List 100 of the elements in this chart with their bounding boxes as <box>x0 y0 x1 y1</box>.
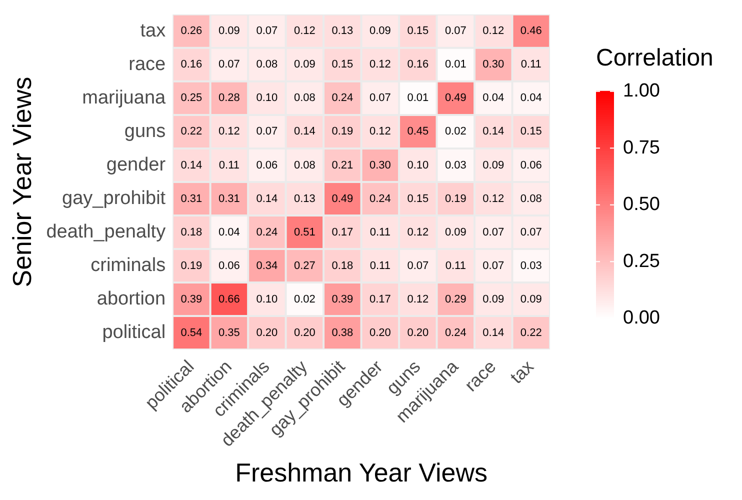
data-label: 0.07 <box>407 260 429 272</box>
data-label: 0.07 <box>482 260 504 272</box>
color-bar-label: 0.25 <box>623 250 660 272</box>
data-label: 0.08 <box>294 92 316 104</box>
data-label: 0.20 <box>369 326 391 339</box>
data-label: 0.54 <box>180 326 202 339</box>
data-label: 0.10 <box>407 159 429 172</box>
data-label: 0.49 <box>444 92 466 104</box>
y-tick-label: gay_prohibit <box>62 188 166 209</box>
data-label: 0.12 <box>482 192 504 205</box>
data-label: 0.38 <box>332 326 354 339</box>
color-bar-label: 0.00 <box>623 308 660 329</box>
data-label: 0.14 <box>482 326 504 339</box>
data-label: 0.10 <box>256 92 278 104</box>
data-label: 0.01 <box>407 92 429 104</box>
data-label: 0.09 <box>369 25 391 38</box>
data-label: 0.22 <box>520 326 542 339</box>
data-label: 0.20 <box>256 326 278 339</box>
data-label: 0.20 <box>294 326 316 339</box>
y-tick-label: marijuana <box>82 87 166 108</box>
y-tick-label: abortion <box>96 288 166 310</box>
data-label: 0.13 <box>294 192 316 205</box>
data-label: 0.09 <box>520 293 542 306</box>
data-label: 0.15 <box>520 126 542 138</box>
data-label: 0.09 <box>294 58 316 71</box>
data-label: 0.08 <box>520 192 542 205</box>
data-label: 0.19 <box>332 126 354 138</box>
data-label: 0.22 <box>180 126 202 138</box>
data-label: 0.06 <box>520 159 542 172</box>
data-label: 0.29 <box>444 293 466 306</box>
data-label: 0.11 <box>520 58 542 71</box>
data-label: 0.66 <box>218 293 240 306</box>
data-label: 0.07 <box>520 226 542 238</box>
x-tick-label: race <box>460 356 500 396</box>
data-label: 0.21 <box>332 159 354 172</box>
data-label: 0.04 <box>218 226 240 238</box>
data-label: 0.14 <box>180 159 202 172</box>
y-tick-label: political <box>102 322 166 344</box>
data-label: 0.31 <box>180 192 202 205</box>
data-label: 0.07 <box>369 92 391 104</box>
data-label: 0.16 <box>407 58 429 71</box>
data-label: 0.12 <box>407 226 429 238</box>
y-tick-label: death_penalty <box>46 221 166 242</box>
data-label: 0.06 <box>218 260 240 272</box>
data-label: 0.09 <box>482 159 504 172</box>
y-tick-label: race <box>128 54 166 75</box>
data-label: 0.49 <box>332 192 354 205</box>
data-label: 0.35 <box>218 326 240 339</box>
data-label: 0.34 <box>256 260 278 272</box>
data-label: 0.03 <box>444 159 466 172</box>
data-label: 0.12 <box>369 58 391 71</box>
data-label: 0.12 <box>218 126 240 138</box>
data-label: 0.07 <box>482 226 504 238</box>
data-label: 0.27 <box>294 260 316 272</box>
data-label: 0.07 <box>256 25 278 38</box>
color-bar-label: 0.75 <box>623 137 660 158</box>
data-label: 0.51 <box>294 226 316 238</box>
data-label: 0.11 <box>445 260 466 272</box>
data-label: 0.18 <box>332 260 354 272</box>
data-label: 0.30 <box>482 58 504 71</box>
data-label: 0.31 <box>218 192 240 205</box>
data-label: 0.15 <box>332 58 354 71</box>
data-label: 0.15 <box>407 192 429 205</box>
color-bar-label: 0.50 <box>623 194 660 216</box>
data-label: 0.24 <box>369 192 391 205</box>
data-label: 0.12 <box>482 25 504 38</box>
data-label: 0.01 <box>444 58 466 71</box>
data-label: 0.02 <box>294 293 316 306</box>
data-label: 0.03 <box>520 260 542 272</box>
data-label: 0.39 <box>180 293 202 306</box>
data-label: 0.18 <box>180 226 202 238</box>
color-bar-label: 1.00 <box>623 80 660 102</box>
data-label: 0.11 <box>218 159 240 172</box>
data-label: 0.30 <box>369 159 391 172</box>
data-label: 0.39 <box>332 293 354 306</box>
data-label: 0.28 <box>218 92 240 104</box>
y-axis-title: Senior Year Views <box>6 76 37 288</box>
data-label: 0.10 <box>256 293 278 306</box>
data-label: 0.11 <box>370 260 390 272</box>
data-label: 0.20 <box>407 326 429 339</box>
data-label: 0.14 <box>256 192 278 205</box>
x-tick-label: tax <box>506 356 538 388</box>
data-label: 0.14 <box>294 126 316 138</box>
data-label: 0.08 <box>256 58 278 71</box>
data-label: 0.08 <box>294 159 316 172</box>
data-label: 0.12 <box>369 126 391 138</box>
data-label: 0.06 <box>256 159 278 172</box>
data-label: 0.19 <box>444 192 466 205</box>
data-label: 0.04 <box>482 92 504 104</box>
x-axis-title: Freshman Year Views <box>235 458 488 488</box>
data-label: 0.46 <box>520 25 542 38</box>
data-label: 0.24 <box>444 326 466 339</box>
data-label: 0.25 <box>180 92 202 104</box>
data-label: 0.14 <box>482 126 504 138</box>
data-label: 0.24 <box>256 226 278 238</box>
data-label: 0.09 <box>218 25 240 38</box>
color-bar-title: Correlation <box>596 44 714 72</box>
data-label: 0.04 <box>520 92 542 104</box>
data-label: 0.26 <box>180 25 202 38</box>
y-tick-label: gender <box>106 154 166 176</box>
